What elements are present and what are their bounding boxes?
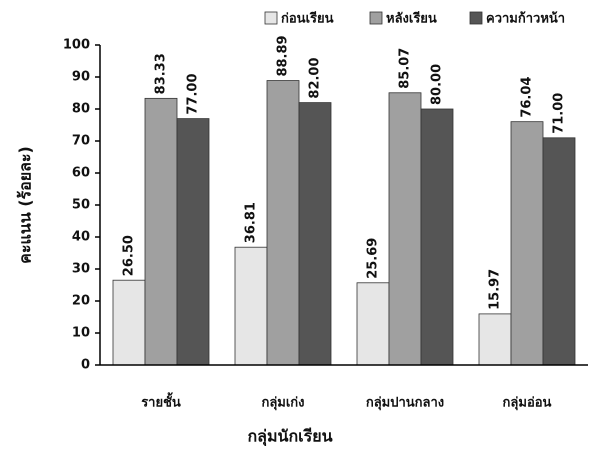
bar xyxy=(176,118,210,366)
y-tick-label: 40 xyxy=(72,230,90,245)
value-label: 76.04 xyxy=(520,77,535,118)
y-tick-label: 60 xyxy=(72,166,90,181)
bar xyxy=(478,313,512,366)
x-tick-label: กลุ่มอ่อน xyxy=(503,396,552,411)
bar xyxy=(298,102,332,366)
bar xyxy=(112,279,146,366)
legend-label: หลังเรียน xyxy=(386,11,437,27)
bar xyxy=(144,97,178,366)
x-tick-label: กลุ่มปานกลาง xyxy=(366,396,444,411)
value-label: 71.00 xyxy=(552,93,567,134)
value-label: 85.07 xyxy=(398,48,413,89)
x-axis-title: กลุ่มนักเรียน xyxy=(247,427,332,447)
legend-label: ก่อนเรียน xyxy=(281,11,334,27)
bar xyxy=(234,246,268,366)
value-label: 15.97 xyxy=(488,269,503,310)
value-label: 26.50 xyxy=(122,235,137,276)
x-tick-label: กลุ่มเก่ง xyxy=(261,396,304,411)
value-label: 82.00 xyxy=(308,57,323,98)
value-label: 77.00 xyxy=(186,73,201,114)
bar xyxy=(510,121,544,366)
y-tick-label: 100 xyxy=(63,38,90,53)
legend-swatch xyxy=(264,11,278,25)
value-label: 88.89 xyxy=(276,35,291,76)
y-tick-label: 30 xyxy=(72,262,90,277)
bar xyxy=(388,92,422,366)
y-tick-label: 90 xyxy=(72,70,90,85)
value-label: 36.81 xyxy=(244,202,259,243)
legend-label: ความก้าวหน้า xyxy=(486,11,565,27)
x-tick-label: รายชั้น xyxy=(141,392,181,411)
y-tick-label: 20 xyxy=(72,294,90,309)
y-tick-label: 70 xyxy=(72,134,90,149)
y-tick-label: 50 xyxy=(72,198,90,213)
bar xyxy=(356,282,390,366)
y-tick-label: 0 xyxy=(81,358,90,373)
bar xyxy=(266,80,300,366)
value-label: 25.69 xyxy=(366,238,381,279)
value-label: 80.00 xyxy=(430,64,445,105)
bar xyxy=(420,108,454,366)
y-axis-title: คะแนน (ร้อยละ) xyxy=(16,146,35,264)
bar xyxy=(542,137,576,366)
y-tick-label: 80 xyxy=(72,102,90,117)
legend-swatch xyxy=(369,11,383,25)
legend-swatch xyxy=(469,11,483,25)
y-tick-label: 10 xyxy=(72,326,90,341)
value-label: 83.33 xyxy=(154,53,169,94)
